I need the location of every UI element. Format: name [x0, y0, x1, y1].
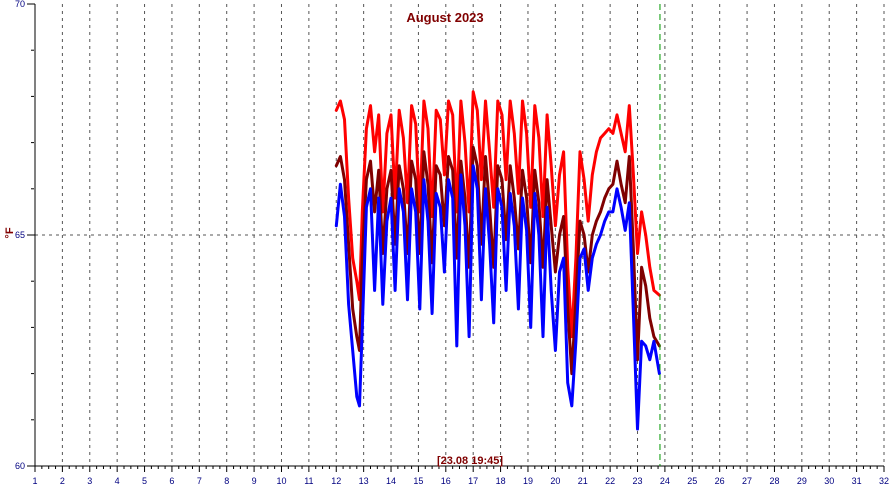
x-tick-label: 15: [413, 476, 423, 486]
x-tick-label: 7: [197, 476, 202, 486]
x-tick-label: 20: [550, 476, 560, 486]
x-tick-label: 17: [468, 476, 478, 486]
series-line-1: [334, 90, 661, 339]
x-tick-label: 6: [169, 476, 174, 486]
x-tick-label: 16: [441, 476, 451, 486]
x-tick-label: 24: [660, 476, 670, 486]
x-tick-label: 26: [715, 476, 725, 486]
x-tick-label: 18: [496, 476, 506, 486]
x-tick-label: 14: [386, 476, 396, 486]
x-tick-label: 9: [252, 476, 257, 486]
chart-title: August 2023: [406, 10, 483, 25]
x-tick-label: 27: [742, 476, 752, 486]
x-tick-label: 23: [633, 476, 643, 486]
x-tick-label: 2: [60, 476, 65, 486]
x-tick-label: 29: [797, 476, 807, 486]
x-tick-label: 22: [605, 476, 615, 486]
x-tick-label: 12: [331, 476, 341, 486]
x-tick-label: 1: [32, 476, 37, 486]
x-tick-label: 11: [304, 476, 313, 486]
y-axis-ticks: 60 65 70: [15, 0, 35, 471]
x-tick-label: 32: [879, 476, 889, 486]
x-tick-label: 19: [523, 476, 533, 486]
x-tick-label: 5: [142, 476, 147, 486]
x-axis-ticks: 1 2 3 4 5 6 7 8 9 10 11 12 13 14 15 16 17 18 19 20 21 22 23 24 2…: [32, 466, 889, 486]
x-tick-label: 10: [276, 476, 286, 486]
series-group: [334, 90, 661, 431]
y-tick-label: 60: [15, 461, 25, 471]
x-tick-label: 8: [224, 476, 229, 486]
y-tick-label: 70: [15, 0, 25, 9]
y-tick-label: 65: [15, 230, 25, 240]
x-tick-label: 30: [824, 476, 834, 486]
y-axis-unit: °F: [4, 227, 16, 238]
x-tick-label: 21: [578, 476, 588, 486]
current-time-label: [23.08 19:45]: [437, 455, 503, 467]
x-tick-label: 4: [115, 476, 120, 486]
x-tick-label: 25: [687, 476, 697, 486]
x-tick-label: 3: [87, 476, 92, 486]
x-tick-label: 13: [359, 476, 369, 486]
series-line-3: [334, 164, 661, 431]
x-tick-label: 31: [852, 476, 862, 486]
x-tick-label: 28: [769, 476, 779, 486]
